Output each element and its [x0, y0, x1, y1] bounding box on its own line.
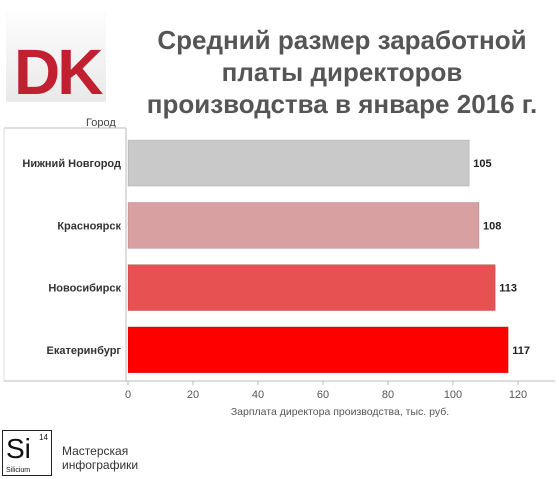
y-axis-title: Город — [86, 117, 116, 129]
category-label: Красноярск — [57, 220, 121, 232]
x-tick-label: 120 — [509, 389, 527, 401]
element-name: Silicium — [6, 467, 31, 474]
x-tick-label: 0 — [125, 389, 131, 401]
dk-logo: DK — [14, 36, 103, 108]
x-tick-label: 40 — [252, 389, 264, 401]
element-number: 14 — [39, 433, 48, 442]
chart-title-line-2: платы директоров — [221, 57, 463, 87]
chart-title: Средний размер заработной платы директор… — [128, 24, 556, 120]
category-label: Новосибирск — [48, 283, 121, 295]
credit-text: Мастерская инфографики — [62, 444, 138, 472]
bar — [127, 201, 480, 249]
element-symbol: Si — [6, 433, 31, 464]
silicium-element-logo: Si 14 Silicium — [2, 430, 52, 476]
x-tick-label: 100 — [444, 389, 462, 401]
data-label: 105 — [473, 158, 491, 170]
chart-title-line-1: Средний размер заработной — [157, 25, 527, 55]
logo-box: DK — [6, 12, 106, 108]
credit-line-1: Мастерская — [62, 444, 129, 458]
data-label: 113 — [499, 283, 517, 295]
x-axis-title: Зарплата директора производства, тыс. ру… — [231, 406, 449, 418]
category-label: Екатеринбург — [46, 345, 121, 357]
data-label: 117 — [512, 345, 530, 357]
bar — [127, 264, 496, 312]
x-tick-label: 80 — [382, 389, 394, 401]
bar — [127, 139, 470, 187]
credit-line-2: инфографики — [62, 458, 139, 472]
x-tick-label: 20 — [187, 389, 199, 401]
bar — [127, 326, 509, 374]
data-label: 108 — [483, 220, 501, 232]
chart-title-line-3: производства в январе 2016 г. — [146, 89, 538, 119]
category-label: Нижний Новгород — [22, 158, 121, 170]
x-tick-label: 60 — [317, 389, 329, 401]
